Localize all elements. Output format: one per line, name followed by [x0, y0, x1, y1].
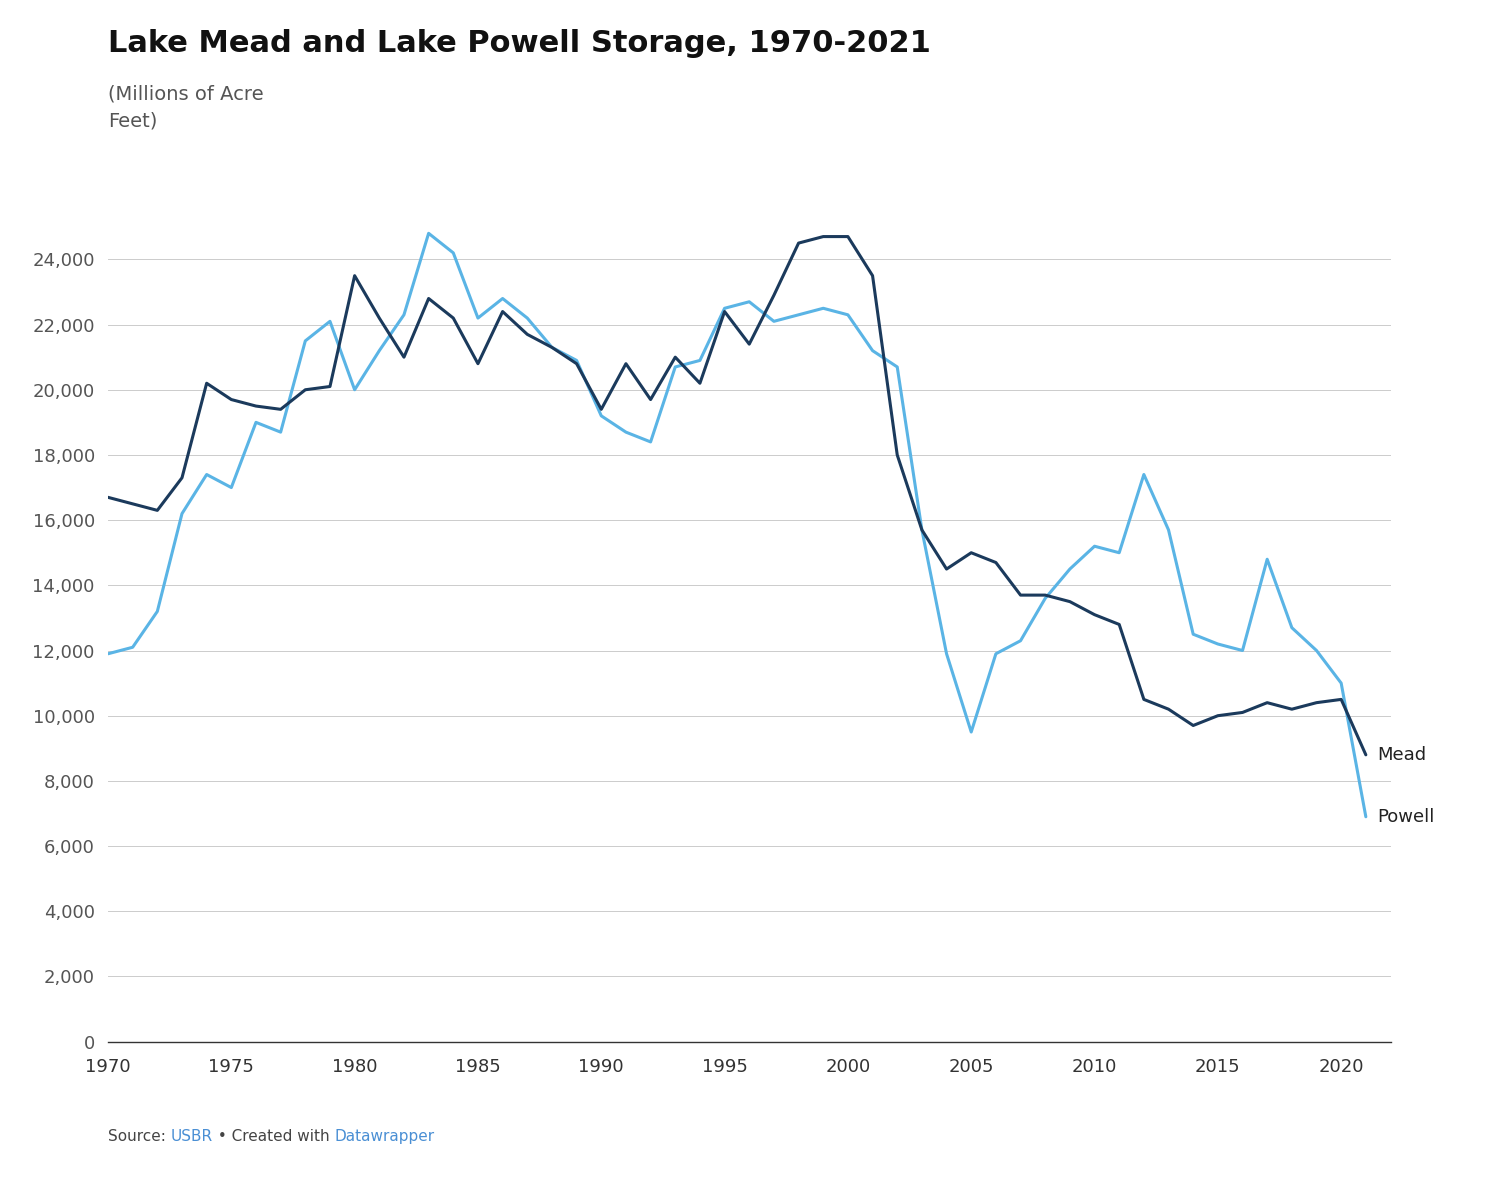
Text: (Millions of Acre
Feet): (Millions of Acre Feet)	[108, 85, 264, 131]
Text: Powell: Powell	[1377, 807, 1434, 826]
Text: Mead: Mead	[1377, 746, 1426, 764]
Text: • Created with: • Created with	[213, 1129, 334, 1144]
Text: Datawrapper: Datawrapper	[334, 1129, 435, 1144]
Text: USBR: USBR	[171, 1129, 213, 1144]
Text: Lake Mead and Lake Powell Storage, 1970-2021: Lake Mead and Lake Powell Storage, 1970-…	[108, 29, 932, 59]
Text: Source:: Source:	[108, 1129, 171, 1144]
